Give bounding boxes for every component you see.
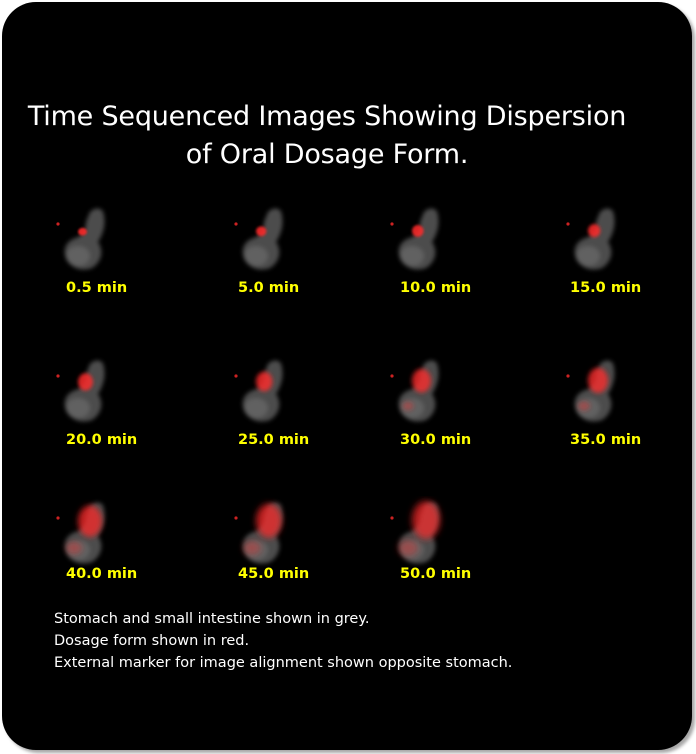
alignment-marker [56,222,60,226]
time-label: 10.0 min [400,280,472,296]
time-label: 50.0 min [400,566,472,582]
scan-image [390,208,439,270]
caption-line-1: Stomach and small intestine shown in gre… [54,611,370,627]
alignment-marker [56,516,60,520]
title-line-1: Time Sequenced Images Showing Dispersion [27,101,627,132]
alignment-marker [234,374,238,378]
scan-frame: 35.0 min [562,354,672,454]
scan-frame: 5.0 min [230,202,340,302]
scan-image [56,502,105,564]
scan-frame: 45.0 min [230,496,340,596]
tissue-shape [242,360,283,422]
scan-frame: 50.0 min [386,496,496,596]
dosage-form [256,371,273,392]
time-label: 0.5 min [66,280,128,296]
time-label: 20.0 min [66,432,138,448]
alignment-marker [56,374,60,378]
caption-line-2: Dosage form shown in red. [54,633,250,649]
scan-frame: 15.0 min [562,202,672,302]
scan-image [566,208,615,270]
dosage-form [578,367,608,411]
scan-image [56,208,105,270]
scan-image [234,360,283,422]
scan-image [390,360,439,422]
scan-image [390,501,440,564]
alignment-marker [390,516,394,520]
dosage-form [398,501,440,556]
scan-image [234,502,283,564]
tissue-shape [574,208,615,270]
scan-frame: 30.0 min [386,354,496,454]
dosage-form [588,224,601,238]
dosage-form [78,227,87,236]
time-label: 45.0 min [238,566,310,582]
dosage-form [256,226,267,237]
dosage-form [243,503,282,556]
alignment-marker [566,222,570,226]
time-label: 5.0 min [238,280,300,296]
scan-frame: 25.0 min [230,354,340,454]
alignment-marker [566,374,570,378]
scan-frame: 20.0 min [52,354,162,454]
scan-frame: 0.5 min [52,202,162,302]
title-line-2: of Oral Dosage Form. [185,139,469,170]
time-label: 30.0 min [400,432,472,448]
tissue-shape [398,208,439,270]
caption: Stomach and small intestine shown in gre… [54,608,512,674]
dosage-form [78,373,93,391]
alignment-marker [234,222,238,226]
time-label: 25.0 min [238,432,310,448]
scan-image [234,208,283,270]
time-label: 15.0 min [570,280,642,296]
tissue-shape [242,208,283,270]
alignment-marker [234,516,238,520]
tissue-shape [64,360,105,422]
caption-line-3: External marker for image alignment show… [54,655,513,671]
scan-frame: 10.0 min [386,202,496,302]
scan-frame: 40.0 min [52,496,162,596]
dosage-form [412,225,424,237]
tissue-shape [64,208,105,270]
time-label: 40.0 min [66,566,138,582]
scan-image [56,360,105,422]
slide-title: Time Sequenced Images Showing Dispersion… [2,98,652,174]
dosage-form [66,505,102,555]
time-label: 35.0 min [570,432,642,448]
alignment-marker [390,222,394,226]
scan-image [566,360,615,422]
alignment-marker [390,374,394,378]
dosage-form [402,368,431,411]
